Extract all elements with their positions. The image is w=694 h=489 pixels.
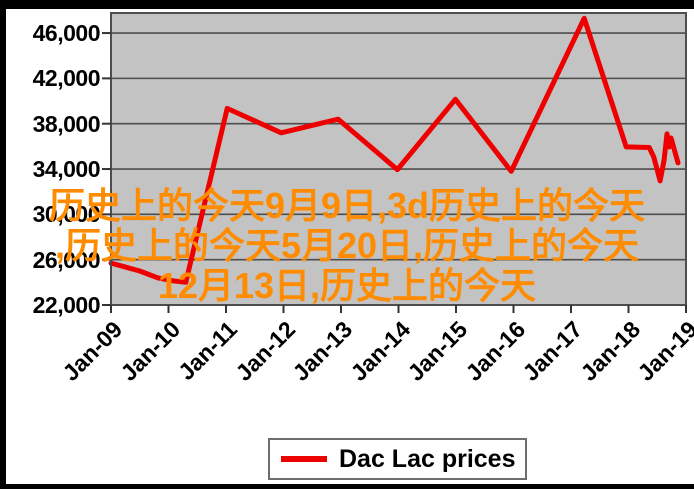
y-axis-label-38000: 38,000 [32,111,101,137]
legend-series-label: Dac Lac prices [339,444,516,473]
y-axis-label-26000: 26,000 [32,247,101,273]
plot-area [111,13,686,305]
y-axis-label-34000: 34,000 [32,156,101,182]
legend: Dac Lac prices [268,438,527,480]
price-series-line [108,15,681,285]
legend-line-marker-icon [281,456,327,462]
y-axis-label-42000: 42,000 [32,65,101,91]
y-axis-label-46000: 46,000 [32,20,101,46]
y-axis-label-22000: 22,000 [32,292,101,318]
y-axis-label-30000: 30,000 [32,201,101,227]
image-border-left [0,0,6,489]
image-border-top [0,0,694,9]
image-border-bottom [0,484,694,489]
